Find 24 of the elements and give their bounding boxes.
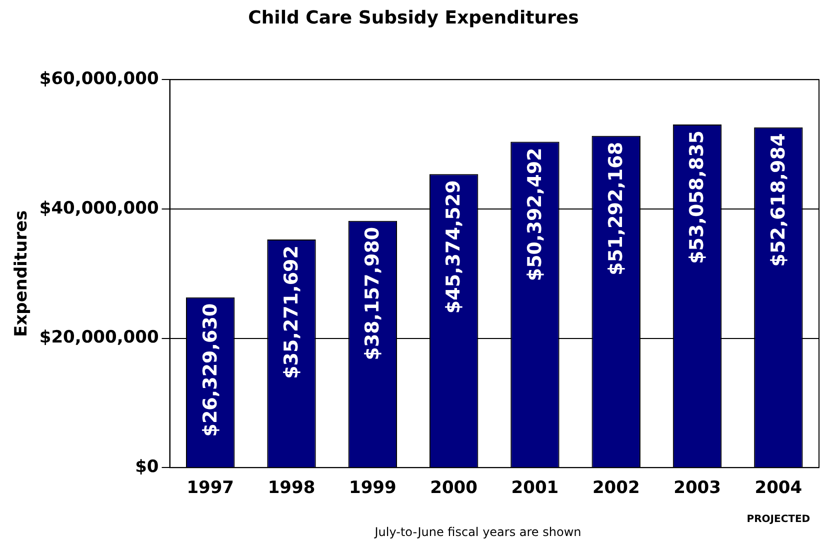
data-label: $45,374,529 [442,180,465,314]
chart-title: Child Care Subsidy Expenditures [248,7,579,28]
x-tick-label: 1999 [348,478,396,498]
data-label: $53,058,835 [686,130,708,264]
data-label: $52,618,984 [767,133,790,267]
x-tick-label: 1997 [186,478,234,498]
y-tick-label: $40,000,000 [39,198,159,218]
y-axis-title: Expenditures [12,210,32,337]
y-tick-label: $0 [135,457,159,478]
data-label: $38,157,980 [362,226,384,360]
text: PROJECTED [746,514,810,526]
y-tick-label: $20,000,000 [39,328,159,348]
y-tick-label: $60,000,000 [39,69,159,90]
x-tick-label: 2003 [674,478,721,498]
x-tick-label: 1998 [268,478,316,498]
data-label: $35,271,692 [280,246,302,379]
data-label: $51,292,168 [605,142,628,276]
data-label: $50,392,492 [524,148,546,282]
text: July-to-June fiscal years are shown [374,525,582,540]
x-tick-label: 2002 [592,478,640,498]
x-tick-label: 2004 [754,478,802,498]
x-tick-label: 2001 [511,478,559,498]
x-tick-label: 2000 [430,478,478,498]
data-label: $26,329,630 [199,303,222,437]
